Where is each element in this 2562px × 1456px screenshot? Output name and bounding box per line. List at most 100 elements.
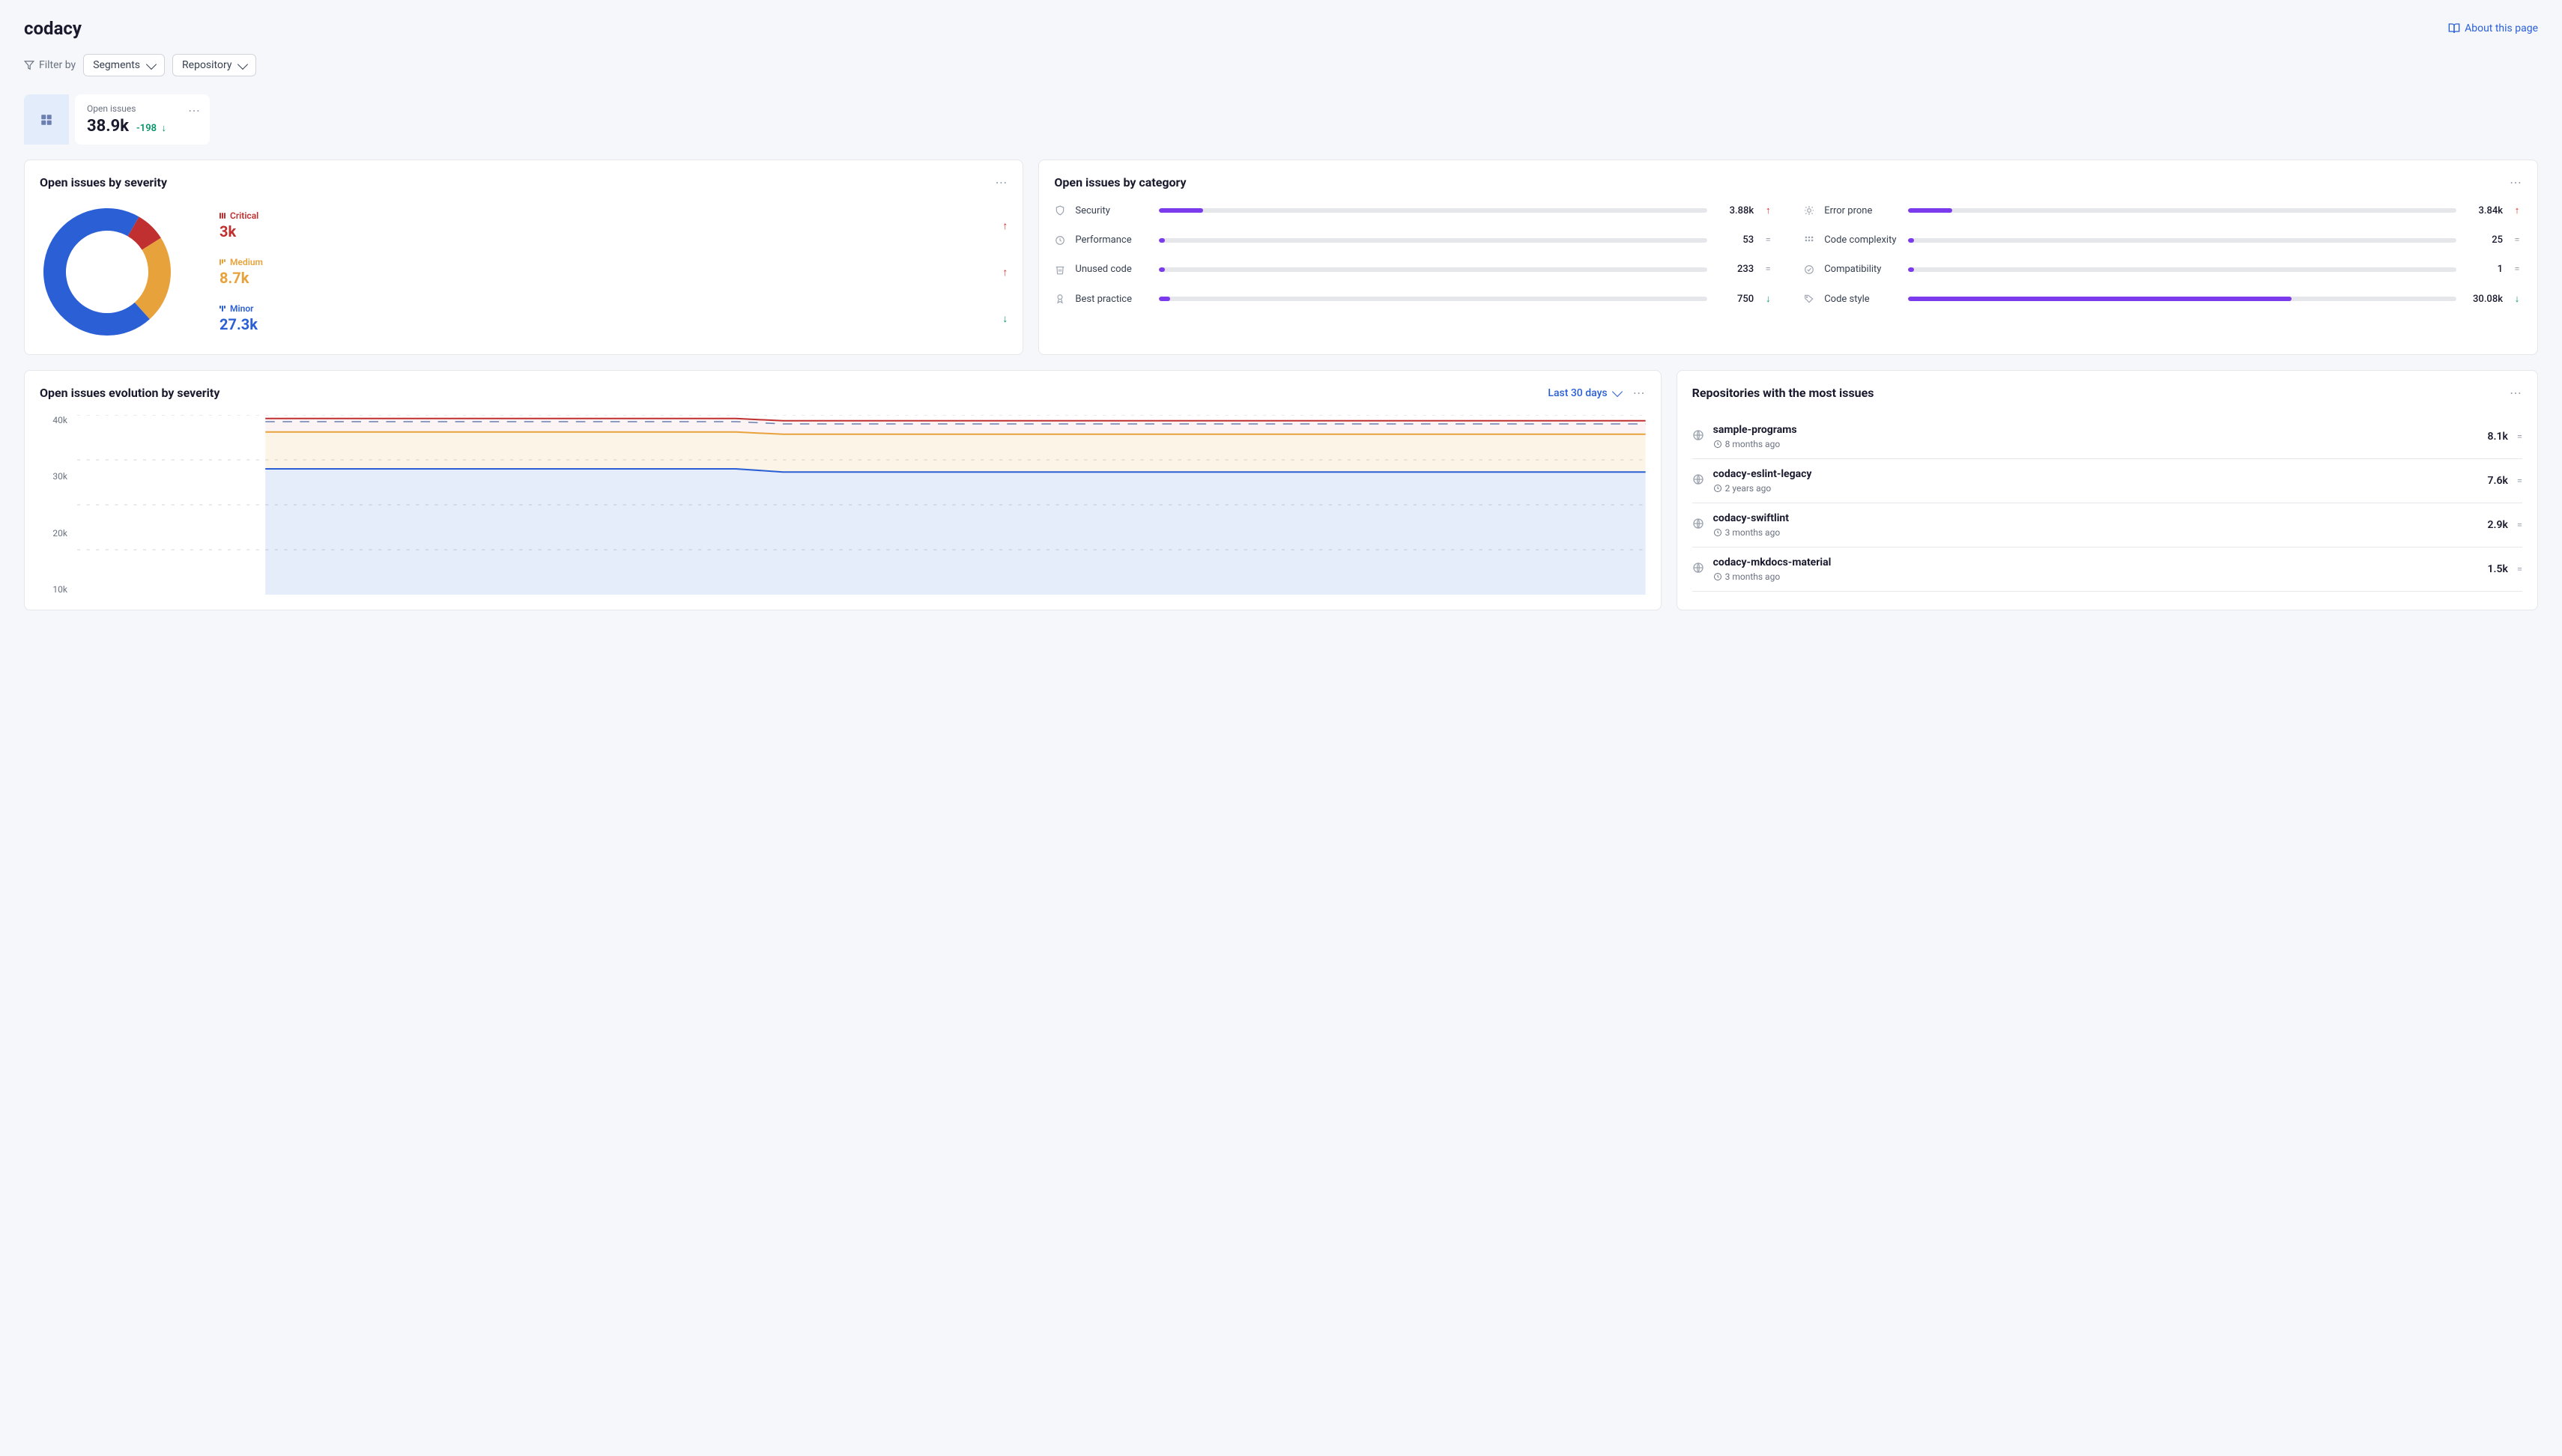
category-bar [1159,297,1707,301]
severity-title: Open issues by severity [40,175,1008,189]
category-bar [1908,208,2456,213]
trend-arrow-icon: ↑ [2512,204,2522,216]
arrow-down-icon: ↓ [159,123,166,134]
repo-count: 1.5k [2487,563,2507,575]
clock-icon [1713,440,1722,449]
about-this-page-link[interactable]: About this page [2448,22,2538,34]
category-row[interactable]: Code complexity 25 = [1803,234,2522,246]
trend-arrow-icon: ↓ [2512,293,2522,305]
severity-card: Open issues by severity ⋯ Critical 3k ↑ [24,160,1023,355]
category-label: Security [1075,205,1150,216]
globe-icon [1692,518,1704,533]
repos-title: Repositories with the most issues [1692,386,2522,400]
globe-icon [1692,429,1704,444]
open-issues-stat-card[interactable]: Open issues 38.9k -198 ↓ ⋯ [75,94,210,145]
trend-arrow-icon: = [2512,234,2522,246]
repo-count: 8.1k [2487,431,2507,443]
category-value: 3.88k [1716,205,1754,216]
repo-time: 8 months ago [1713,439,2479,449]
trend-arrow-icon: ↑ [1763,204,1773,216]
severity-legend-value: 3k [219,222,258,240]
segments-dropdown[interactable]: Segments [83,54,165,76]
evolution-card: Open issues evolution by severity Last 3… [24,370,1662,610]
category-title: Open issues by category [1054,175,2522,189]
category-label: Error prone [1824,205,1899,216]
trend-neutral-icon: = [2517,564,2522,575]
clock-icon [1054,235,1066,246]
severity-mark-icon [219,259,225,265]
severity-legend-row: Critical 3k ↑ [219,210,1008,240]
evolution-chart: 40k30k20k10k [40,415,1646,595]
category-value: 53 [1716,234,1754,246]
chevron-down-icon [237,58,248,69]
repo-row[interactable]: sample-programs 8 months ago 8.1k = [1692,415,2522,459]
chevron-down-icon [1612,386,1623,397]
y-axis-tick: 10k [40,584,67,595]
severity-legend-row: Minor 27.3k ↓ [219,303,1008,333]
category-label: Code complexity [1824,234,1899,246]
repo-row[interactable]: codacy-eslint-legacy 2 years ago 7.6k = [1692,459,2522,503]
category-bar [1908,297,2456,301]
category-value: 30.08k [2465,294,2503,305]
severity-legend-value: 8.7k [219,269,263,287]
grid-icon [40,113,53,127]
repo-name: codacy-eslint-legacy [1713,468,2479,480]
category-label: Unused code [1075,264,1150,275]
category-row[interactable]: Best practice 750 ↓ [1054,293,1773,305]
evolution-range-dropdown[interactable]: Last 30 days [1548,387,1620,399]
trend-arrow-icon: = [2512,264,2522,275]
severity-more-button[interactable]: ⋯ [995,175,1008,189]
repo-row[interactable]: codacy-mkdocs-material 3 months ago 1.5k… [1692,547,2522,592]
severity-legend-label: Minor [219,303,258,314]
grid-icon [1803,235,1815,246]
stat-card-more-button[interactable]: ⋯ [188,103,201,118]
category-bar [1908,238,2456,243]
category-row[interactable]: Error prone 3.84k ↑ [1803,204,2522,216]
severity-legend-label: Critical [219,210,258,221]
repo-row[interactable]: codacy-swiftlint 3 months ago 2.9k = [1692,503,2522,547]
severity-legend-row: Medium 8.7k ↑ [219,257,1008,287]
category-row[interactable]: Performance 53 = [1054,234,1773,246]
medal-icon [1054,294,1066,304]
trend-neutral-icon: = [2517,431,2522,443]
severity-legend-value: 27.3k [219,315,258,333]
category-value: 233 [1716,264,1754,275]
category-more-button[interactable]: ⋯ [2510,175,2522,189]
y-axis-tick: 40k [40,415,67,425]
page-title: codacy [24,18,82,39]
repo-name: sample-programs [1713,424,2479,436]
category-bar [1159,267,1707,272]
evolution-more-button[interactable]: ⋯ [1633,386,1646,400]
globe-icon [1692,562,1704,577]
category-row[interactable]: Code style 30.08k ↓ [1803,293,2522,305]
severity-mark-icon [219,306,225,312]
severity-legend-label: Medium [219,257,263,267]
category-row[interactable]: Compatibility 1 = [1803,264,2522,275]
category-card: Open issues by category ⋯ Security 3.88k… [1038,160,2538,355]
category-bar [1908,267,2456,272]
trend-arrow-icon: ↓ [1002,312,1008,325]
category-label: Best practice [1075,294,1150,305]
grid-view-tab[interactable] [24,94,69,145]
repos-card: Repositories with the most issues ⋯ samp… [1677,370,2538,610]
tag-icon [1803,294,1815,304]
category-row[interactable]: Security 3.88k ↑ [1054,204,1773,216]
trend-arrow-icon: ↑ [1002,266,1008,279]
y-axis-tick: 20k [40,528,67,539]
category-bar [1159,238,1707,243]
open-issues-value: 38.9k [87,117,129,136]
trend-arrow-icon: ↑ [1002,219,1008,232]
about-link-label: About this page [2465,22,2538,34]
repo-count: 7.6k [2487,475,2507,487]
open-issues-label: Open issues [87,103,198,114]
repository-dropdown[interactable]: Repository [172,54,256,76]
clock-icon [1713,528,1722,537]
severity-mark-icon [219,213,225,219]
repo-count: 2.9k [2487,519,2507,531]
category-bar [1159,208,1707,213]
category-row[interactable]: Unused code 233 = [1054,264,1773,275]
repos-more-button[interactable]: ⋯ [2510,386,2522,400]
repo-time: 3 months ago [1713,527,2479,538]
filter-by-label: Filter by [24,59,76,71]
filter-icon [24,60,34,70]
